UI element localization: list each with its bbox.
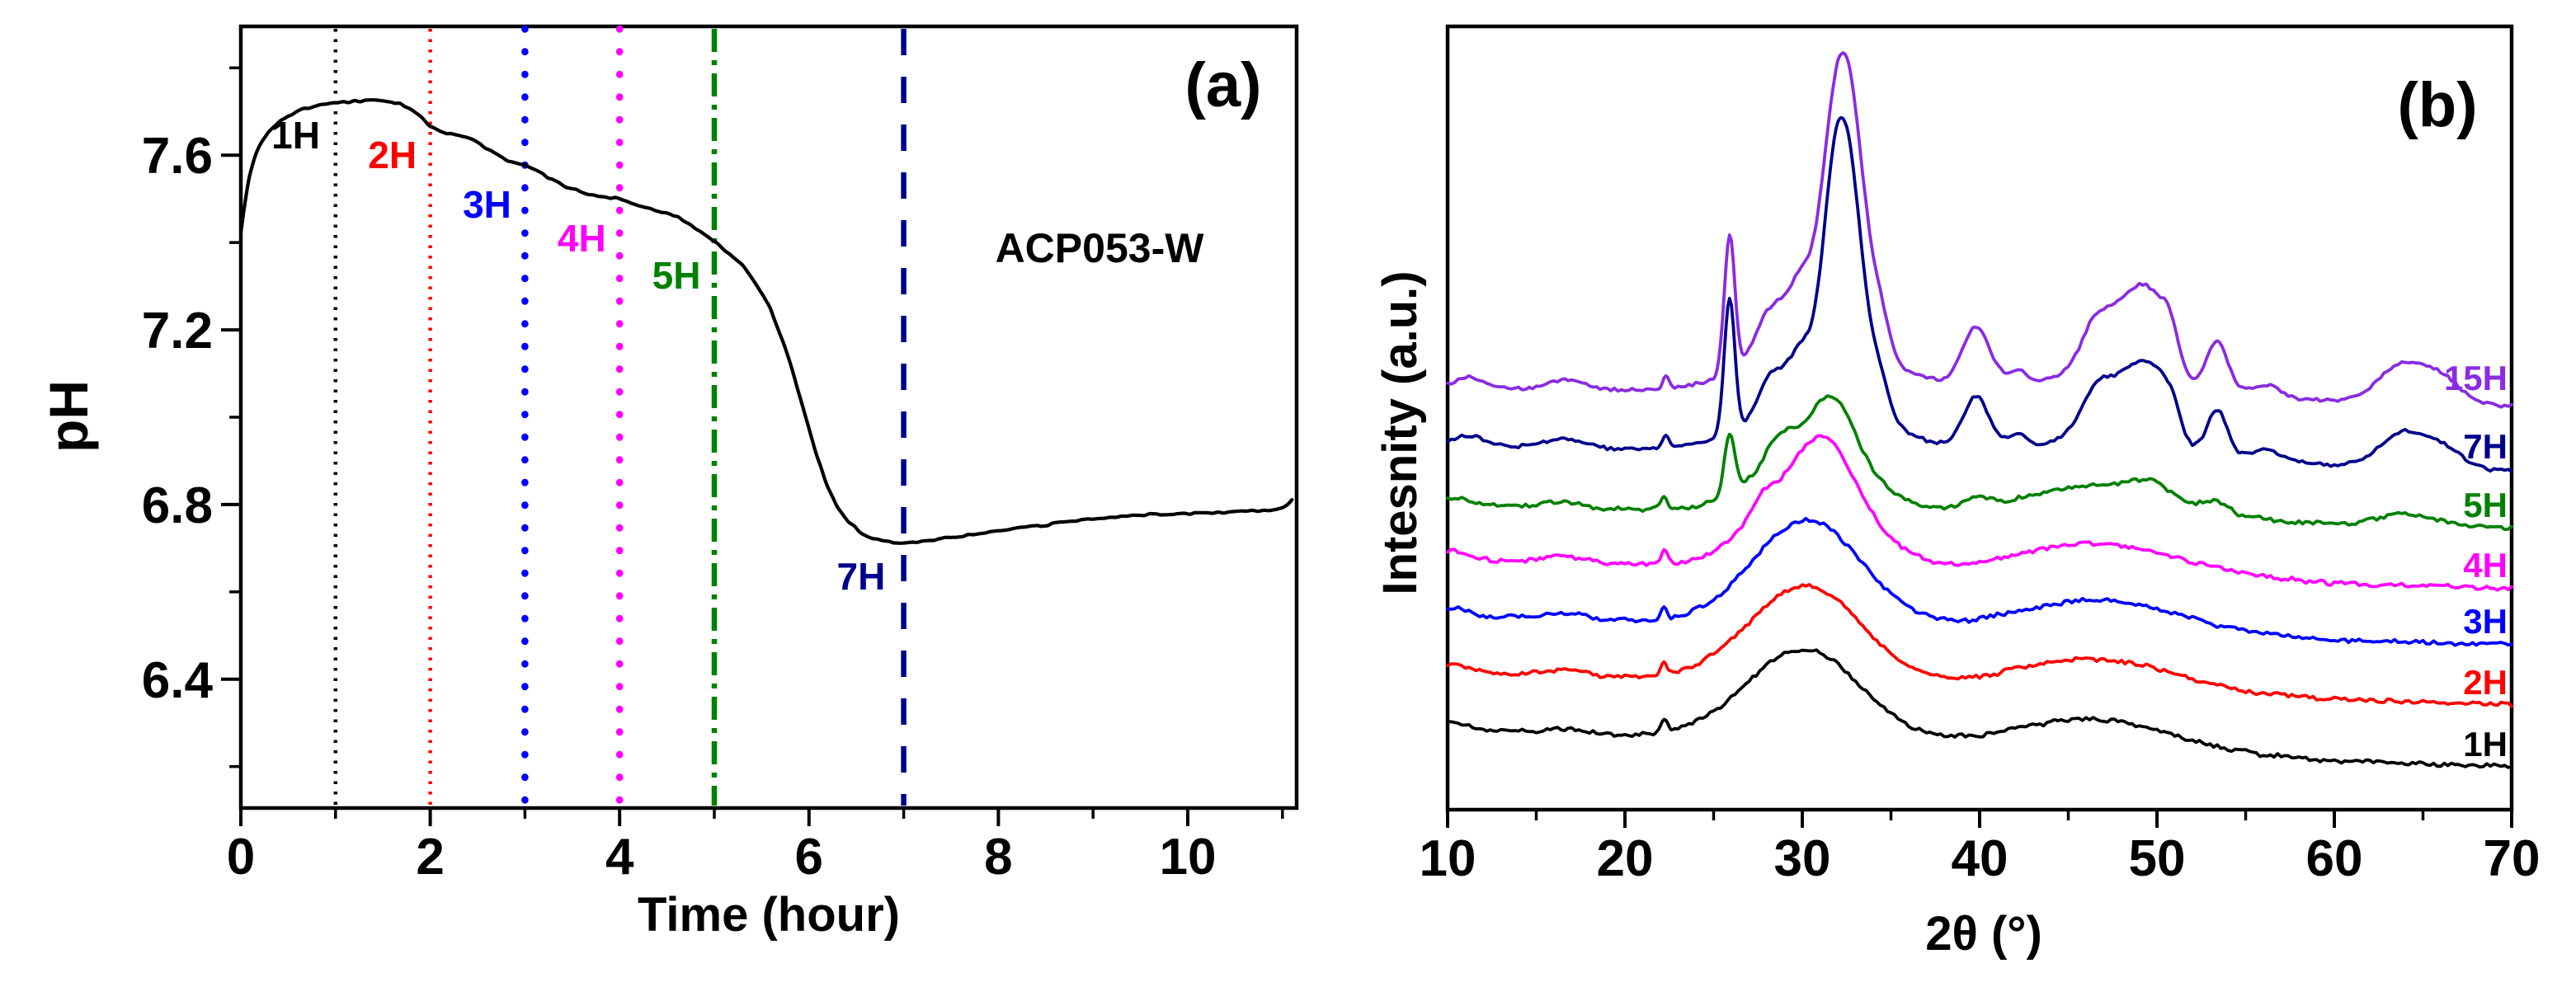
panel-b-x-tick-label: 70 xyxy=(2484,830,2541,887)
series-label-1H: 1H xyxy=(2463,725,2508,764)
xrd-curve-7H xyxy=(1446,115,2513,473)
xrd-curve-2H xyxy=(1446,583,2513,708)
vline-label-5H: 5H xyxy=(652,253,701,297)
panel-b-y-axis-title: Intesnity (a.u.) xyxy=(1373,270,1427,595)
panel-a-x-tick-label: 8 xyxy=(984,829,1012,886)
series-label-5H: 5H xyxy=(2463,486,2508,524)
vline-label-7H: 7H xyxy=(836,555,886,599)
panel-b-x-tick-label: 30 xyxy=(1774,830,1831,887)
xrd-curve-1H xyxy=(1446,648,2513,769)
series-label-7H: 7H xyxy=(2463,427,2508,466)
panel-a-x-tick-label: 6 xyxy=(795,829,823,886)
xrd-curve-15H xyxy=(1446,51,2513,409)
series-label-3H: 3H xyxy=(2463,602,2508,641)
series-label-2H: 2H xyxy=(2463,663,2508,702)
xrd-curve-3H xyxy=(1446,516,2513,647)
panel-b-x-tick-label: 40 xyxy=(1952,830,2009,887)
vline-label-4H: 4H xyxy=(557,216,606,260)
panel-a-x-axis-title: Time (hour) xyxy=(638,888,900,942)
panel-b-frame xyxy=(1445,24,2514,812)
ph-curve xyxy=(238,98,1294,545)
vline-label-3H: 3H xyxy=(463,183,511,227)
series-label-15H: 15H xyxy=(2443,359,2508,397)
xrd-curve-5H xyxy=(1446,394,2513,531)
panel-a-x-tick-label: 0 xyxy=(227,829,255,886)
panel-a-y-tick-label: 6.8 xyxy=(142,477,213,534)
panel-a-y-tick-label: 7.2 xyxy=(142,303,213,359)
panel-b-x-tick-label: 50 xyxy=(2129,830,2186,887)
xrd-curve-4H xyxy=(1446,434,2513,592)
panel-b-x-axis-title: 2θ (°) xyxy=(1925,907,2042,961)
panel-a-x-tick-label: 4 xyxy=(605,829,634,886)
panel-b-x-tick-label: 60 xyxy=(2306,830,2363,887)
series-label-4H: 4H xyxy=(2463,546,2508,585)
panel-a-y-tick-label: 6.4 xyxy=(142,652,214,709)
sample-name-label: ACP053-W xyxy=(995,225,1204,271)
vline-label-2H: 2H xyxy=(368,134,417,177)
panel-a-y-axis-title: pH xyxy=(38,380,99,453)
panel-a-label: (a) xyxy=(1184,50,1262,120)
panel-a-x-tick-label: 10 xyxy=(1159,829,1216,886)
panel-a-y-tick-label: 7.6 xyxy=(142,128,213,185)
panel-a-x-tick-label: 2 xyxy=(416,829,444,886)
panel-b-label: (b) xyxy=(2397,70,2478,140)
panel-b-x-tick-label: 20 xyxy=(1597,830,1654,887)
vline-label-1H: 1H xyxy=(271,114,320,157)
panel-b-x-tick-label: 10 xyxy=(1420,830,1476,887)
